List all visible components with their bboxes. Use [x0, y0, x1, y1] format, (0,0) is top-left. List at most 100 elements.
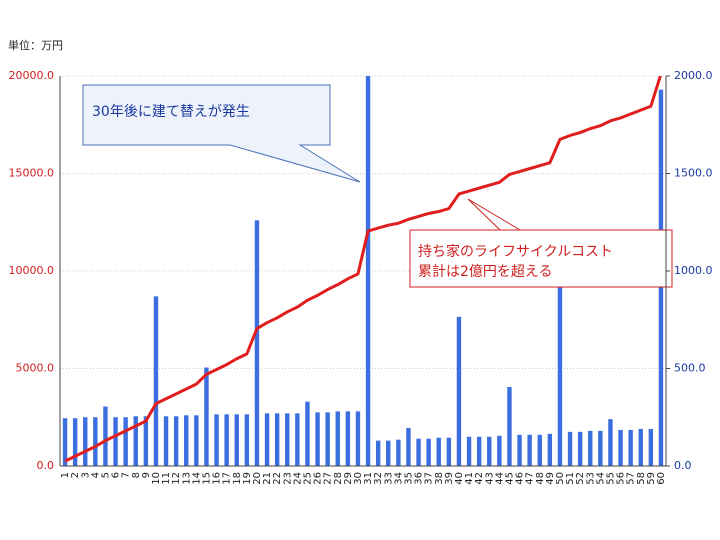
x-tick-label: 27: [323, 472, 334, 485]
x-tick-label: 11: [161, 472, 172, 485]
bar: [123, 417, 128, 466]
x-tick-label: 9: [141, 472, 152, 478]
bar: [598, 430, 603, 466]
bar: [173, 416, 179, 466]
x-tick-label: 20: [252, 472, 263, 485]
x-tick-label: 29: [343, 472, 354, 485]
bar: [537, 434, 542, 466]
annotation: 累計は2億円を超える: [418, 264, 553, 280]
bar: [335, 411, 340, 466]
bar: [426, 438, 431, 466]
y-tick-label: 5000.0: [16, 362, 55, 375]
y2-tick-label: 1500.0: [674, 167, 713, 180]
x-tick-label: 13: [181, 472, 192, 485]
bar: [264, 413, 270, 466]
x-tick-label: 40: [454, 472, 465, 485]
y2-tick-label: 1000.0: [674, 264, 713, 277]
bar: [365, 76, 371, 466]
bar: [567, 431, 573, 466]
bar: [194, 415, 199, 466]
x-tick-label: 16: [212, 472, 223, 485]
x-tick-label: 54: [595, 472, 606, 485]
x-tick-label: 58: [636, 472, 647, 485]
bar: [184, 415, 189, 466]
bar: [386, 440, 391, 466]
x-tick-label: 12: [171, 472, 182, 485]
x-tick-label: 28: [333, 472, 344, 485]
bar: [416, 438, 421, 466]
bar: [295, 413, 300, 466]
x-tick-label: 43: [484, 472, 495, 485]
unit-label: 単位：万円: [8, 38, 63, 52]
x-tick-label: 33: [383, 472, 394, 485]
bar: [204, 367, 209, 466]
x-tick-label: 30: [353, 472, 364, 485]
bar: [588, 430, 593, 466]
x-tick-label: 41: [464, 472, 475, 485]
bar: [285, 413, 290, 466]
x-tick-label: 39: [444, 472, 455, 485]
x-tick-label: 10: [151, 472, 162, 485]
x-tick-label: 48: [535, 472, 546, 485]
bar: [638, 428, 643, 466]
x-tick-label: 37: [424, 472, 435, 485]
x-tick-label: 25: [302, 472, 313, 485]
x-tick-label: 56: [616, 472, 627, 485]
bar: [608, 419, 613, 466]
bar: [113, 417, 118, 466]
bar: [234, 414, 239, 466]
y-tick-label: 10000.0: [9, 264, 55, 277]
x-tick-label: 18: [232, 472, 243, 485]
x-tick-label: 23: [282, 472, 293, 485]
x-tick-label: 36: [414, 472, 425, 485]
x-tick-label: 59: [646, 472, 657, 485]
x-tick-label: 44: [494, 472, 505, 485]
bar: [133, 416, 138, 466]
bar: [103, 406, 108, 466]
bar: [618, 429, 623, 466]
bar: [557, 271, 563, 466]
bar: [163, 416, 169, 466]
x-tick-label: 7: [121, 472, 132, 478]
bar: [507, 387, 512, 466]
bar: [497, 435, 502, 466]
x-tick-label: 60: [656, 472, 667, 485]
x-tick-label: 21: [262, 472, 273, 485]
y2-tick-label: 2000.0: [674, 69, 713, 82]
x-tick-label: 6: [111, 472, 122, 478]
x-tick-label: 5: [100, 472, 111, 478]
x-tick-label: 49: [545, 472, 556, 485]
callout: 持ち家のライフサイクルコスト 累計は2億円を超える: [409, 198, 673, 288]
bar: [375, 440, 381, 466]
x-tick-label: 24: [292, 472, 303, 485]
bar: [577, 431, 583, 466]
x-tick-label: 31: [363, 472, 374, 485]
bar: [476, 436, 482, 466]
y-tick-label: 0.0: [37, 459, 55, 472]
x-tick-label: 55: [605, 472, 616, 485]
x-tick-label: 26: [313, 472, 324, 485]
bar: [62, 418, 68, 466]
bar: [83, 417, 88, 466]
x-tick-label: 15: [201, 472, 212, 485]
y-tick-label: 20000.0: [9, 69, 55, 82]
bar: [72, 418, 78, 466]
x-tick-label: 52: [575, 472, 586, 485]
bar: [325, 412, 330, 466]
x-tick-label: 47: [525, 472, 536, 485]
bar: [143, 416, 149, 466]
x-tick-label: 42: [474, 472, 485, 485]
bar: [527, 434, 532, 466]
bar: [345, 411, 351, 466]
bar: [315, 412, 320, 466]
x-tick-label: 22: [272, 472, 283, 485]
line: [64, 76, 662, 463]
bar: [254, 220, 260, 466]
y2-tick-label: 500.0: [674, 362, 706, 375]
bar: [244, 414, 250, 466]
bar: [355, 411, 361, 466]
bar: [224, 414, 229, 466]
bar: [466, 436, 472, 466]
bar: [274, 413, 280, 466]
